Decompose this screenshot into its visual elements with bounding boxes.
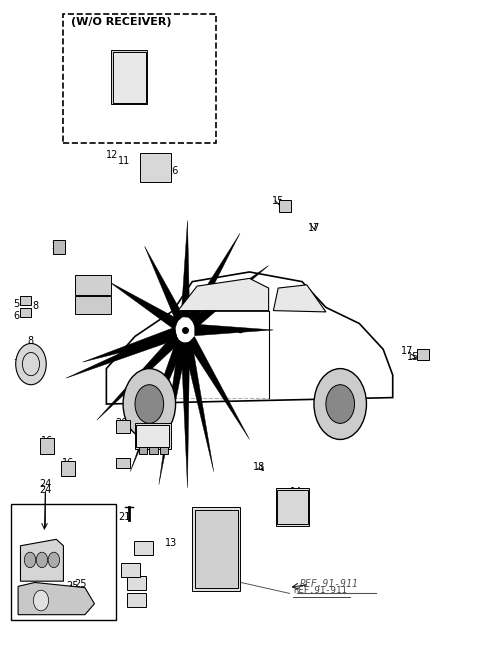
Text: 13: 13 (165, 538, 177, 547)
Text: REF.91-911: REF.91-911 (300, 579, 359, 589)
Text: 24: 24 (39, 479, 51, 489)
Polygon shape (66, 328, 177, 378)
Text: 24: 24 (39, 485, 51, 495)
Polygon shape (135, 423, 171, 449)
Polygon shape (21, 296, 31, 305)
Text: 4: 4 (146, 543, 152, 553)
Text: 1: 1 (133, 597, 139, 607)
Polygon shape (18, 582, 95, 615)
Polygon shape (149, 447, 158, 454)
Polygon shape (116, 420, 130, 433)
Text: 10: 10 (147, 153, 159, 163)
Text: 9: 9 (120, 63, 126, 72)
Polygon shape (130, 338, 184, 472)
Text: 3: 3 (129, 569, 135, 578)
Polygon shape (277, 490, 308, 525)
Polygon shape (279, 201, 291, 212)
Polygon shape (83, 327, 177, 362)
Polygon shape (120, 563, 140, 577)
Text: 14: 14 (290, 487, 302, 498)
Circle shape (34, 590, 48, 611)
Polygon shape (417, 349, 429, 360)
Polygon shape (21, 540, 63, 581)
PathPatch shape (274, 285, 326, 312)
Text: 5: 5 (13, 299, 20, 309)
Polygon shape (139, 447, 147, 454)
Polygon shape (116, 458, 130, 468)
Text: (W/O RECEIVER): (W/O RECEIVER) (71, 17, 171, 27)
Polygon shape (134, 542, 153, 555)
Polygon shape (181, 343, 190, 488)
Text: 17: 17 (308, 223, 320, 233)
Polygon shape (75, 275, 111, 294)
Text: 26: 26 (166, 166, 179, 176)
Polygon shape (160, 447, 168, 454)
Circle shape (24, 552, 36, 567)
Polygon shape (127, 593, 146, 607)
Polygon shape (109, 281, 178, 330)
Text: 25: 25 (74, 580, 86, 589)
Text: 17: 17 (401, 345, 413, 356)
Text: 18: 18 (253, 461, 265, 472)
Circle shape (135, 385, 164, 423)
Text: 2: 2 (133, 583, 139, 593)
Polygon shape (276, 488, 309, 527)
Text: 8: 8 (27, 336, 33, 346)
Text: 20: 20 (117, 458, 129, 468)
Circle shape (123, 369, 176, 439)
Polygon shape (159, 341, 187, 485)
Polygon shape (127, 576, 146, 590)
Text: REF.91-911: REF.91-911 (293, 586, 347, 595)
Text: 21: 21 (119, 512, 131, 521)
Polygon shape (188, 336, 250, 439)
PathPatch shape (178, 278, 269, 311)
Circle shape (314, 369, 366, 439)
Polygon shape (75, 296, 111, 314)
Polygon shape (97, 333, 180, 420)
Text: 12: 12 (106, 149, 118, 160)
Polygon shape (39, 438, 54, 454)
Polygon shape (181, 221, 190, 317)
Text: 20: 20 (116, 419, 128, 428)
Text: 8: 8 (33, 301, 39, 311)
Text: 15: 15 (407, 352, 419, 362)
Circle shape (36, 552, 48, 567)
Polygon shape (195, 324, 274, 336)
Circle shape (326, 385, 355, 423)
Polygon shape (61, 461, 75, 476)
Polygon shape (188, 234, 240, 324)
Polygon shape (21, 308, 31, 317)
Circle shape (48, 552, 60, 567)
Text: 6: 6 (13, 311, 20, 321)
Text: 22: 22 (81, 284, 94, 294)
Text: 16: 16 (62, 458, 74, 468)
Polygon shape (140, 153, 171, 182)
Polygon shape (111, 50, 147, 104)
Text: 7: 7 (13, 359, 20, 369)
Polygon shape (113, 52, 145, 102)
Text: 9: 9 (126, 74, 132, 83)
Polygon shape (136, 425, 169, 447)
Polygon shape (144, 247, 183, 322)
Circle shape (16, 344, 46, 385)
Polygon shape (192, 507, 240, 591)
Text: 16: 16 (41, 435, 53, 446)
Text: 19: 19 (143, 432, 156, 441)
Polygon shape (53, 240, 65, 254)
Text: 15: 15 (272, 196, 284, 206)
Text: 11: 11 (119, 156, 131, 166)
Polygon shape (191, 265, 269, 329)
Text: 25: 25 (66, 581, 78, 591)
Polygon shape (183, 341, 214, 472)
Polygon shape (195, 510, 238, 587)
Text: 23: 23 (51, 241, 64, 251)
